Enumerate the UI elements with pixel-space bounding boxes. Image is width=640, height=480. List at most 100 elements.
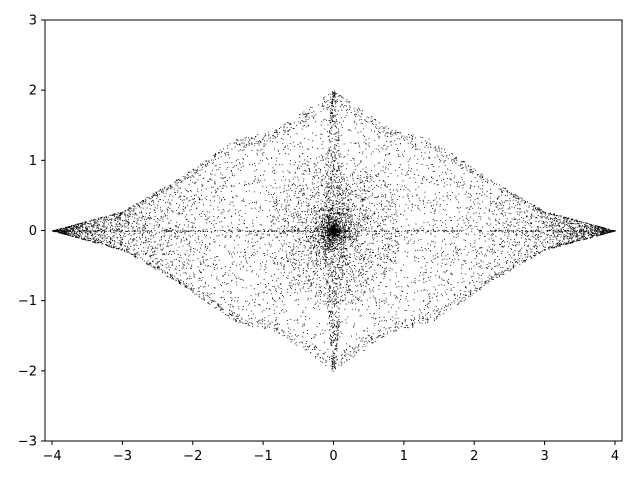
data-point (269, 326, 270, 328)
data-point (451, 173, 453, 175)
data-point (290, 160, 291, 161)
data-point (82, 223, 84, 225)
data-point (538, 231, 540, 233)
data-point (601, 231, 603, 232)
data-point (590, 224, 592, 225)
data-point (302, 125, 304, 127)
data-point (103, 219, 105, 221)
data-point (434, 211, 436, 213)
data-point (113, 246, 115, 248)
data-point (489, 208, 490, 210)
data-point (239, 144, 241, 146)
data-point (469, 208, 471, 210)
data-point (264, 317, 266, 319)
data-point (341, 163, 343, 165)
data-point (339, 336, 341, 338)
data-point (397, 326, 398, 328)
data-point (169, 269, 170, 271)
data-point (563, 238, 565, 240)
data-point (137, 228, 138, 230)
data-point (160, 207, 162, 209)
data-point (385, 133, 386, 135)
data-point (303, 262, 305, 264)
data-point (325, 265, 327, 267)
data-point (387, 168, 389, 170)
data-point (156, 207, 158, 209)
data-point (138, 227, 140, 229)
data-point (608, 228, 610, 230)
data-point (497, 273, 498, 275)
data-point (404, 236, 405, 238)
data-point (490, 193, 492, 194)
data-point (502, 224, 504, 226)
data-point (441, 253, 443, 255)
data-point (100, 231, 102, 233)
data-point (345, 348, 347, 350)
data-point (534, 205, 536, 207)
data-point (260, 319, 262, 321)
data-point (411, 315, 413, 316)
data-point (385, 286, 387, 288)
data-point (389, 153, 390, 154)
data-point (284, 185, 286, 187)
data-point (128, 219, 129, 221)
data-point (556, 221, 558, 223)
data-point (513, 207, 515, 209)
data-point (94, 240, 96, 241)
data-point (279, 298, 281, 300)
data-point (194, 233, 196, 235)
data-point (79, 234, 81, 235)
data-point (491, 203, 493, 204)
data-point (517, 198, 519, 200)
data-point (346, 343, 347, 345)
data-point (366, 280, 368, 282)
data-point (477, 228, 478, 230)
data-point (470, 290, 472, 292)
data-point (123, 232, 125, 234)
data-point (302, 188, 304, 189)
data-point (375, 317, 377, 319)
data-point (144, 228, 146, 230)
data-point (67, 227, 69, 228)
data-point (186, 198, 188, 200)
data-point (386, 132, 388, 134)
data-point (255, 253, 257, 255)
data-point (291, 184, 293, 186)
data-point (309, 345, 310, 347)
data-point (548, 248, 549, 250)
data-point (87, 233, 89, 235)
data-point (311, 338, 312, 339)
data-point (376, 264, 378, 266)
data-point (460, 293, 462, 295)
data-point (354, 182, 356, 184)
data-point (340, 254, 342, 256)
data-point (147, 246, 149, 248)
data-point (382, 261, 384, 263)
data-point (287, 199, 289, 201)
data-point (464, 183, 466, 185)
data-point (554, 222, 556, 224)
data-point (446, 270, 448, 271)
data-point (264, 255, 265, 256)
data-point (110, 229, 111, 231)
data-point (128, 240, 129, 242)
data-point (276, 131, 278, 133)
data-point (125, 226, 127, 228)
data-point (494, 275, 496, 277)
data-point (462, 184, 464, 186)
data-point (119, 236, 121, 238)
data-point (434, 223, 436, 225)
data-point (266, 308, 268, 310)
data-point (379, 299, 381, 301)
data-point (217, 279, 219, 281)
data-point (601, 233, 602, 234)
data-point (205, 215, 206, 217)
data-point (108, 220, 110, 221)
data-point (417, 207, 419, 209)
data-point (69, 227, 71, 229)
data-point (154, 250, 156, 252)
data-point (440, 220, 441, 222)
data-point (499, 223, 500, 225)
data-point (447, 298, 449, 300)
data-point (94, 221, 96, 223)
